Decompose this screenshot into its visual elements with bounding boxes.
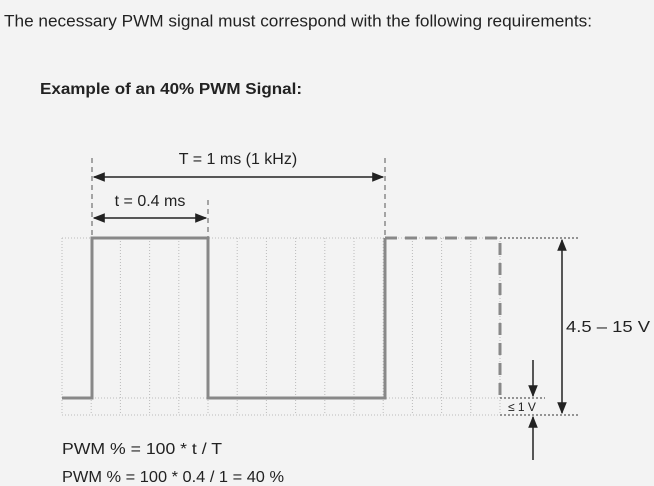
period-label: T = 1 ms (1 kHz) (179, 151, 297, 168)
heading: Example of an 40% PWM Signal: (40, 81, 302, 98)
low-label: ≤ 1 V (508, 400, 536, 414)
pwm-signal-next (385, 236, 502, 398)
formula: PWM % = 100 * t / T (62, 441, 222, 458)
formula: PWM % = 100 * 0.4 / 1 = 40 % (62, 469, 284, 486)
pulse-label: t = 0.4 ms (115, 193, 186, 210)
voltage-label: 4.5 – 15 V (566, 319, 650, 336)
level-lines (500, 237, 578, 416)
guide-lines (91, 158, 386, 238)
intro-text: The necessary PWM signal must correspond… (4, 11, 592, 30)
pwm-signal (62, 236, 387, 400)
